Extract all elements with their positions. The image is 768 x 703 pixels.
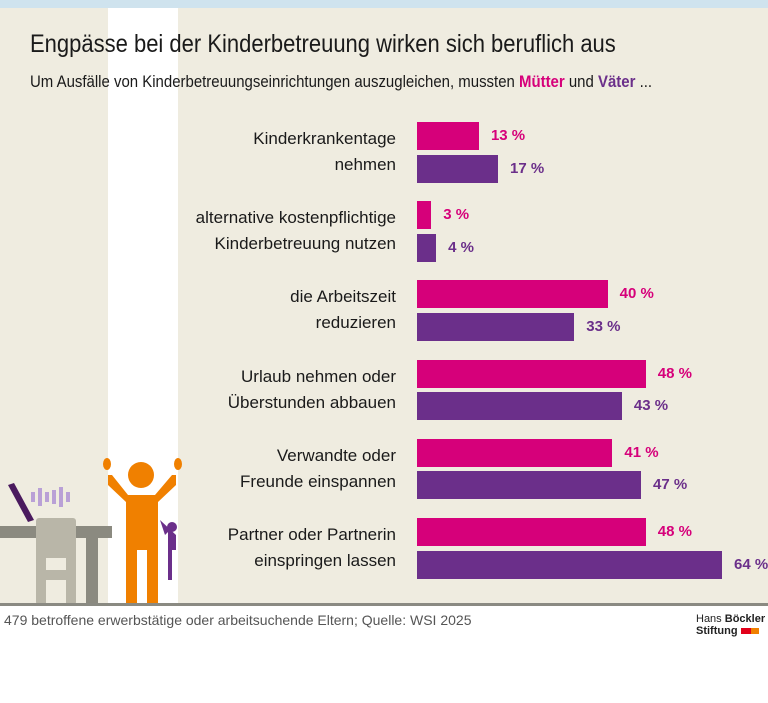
category-label-line: alternative kostenpflichtige [195, 208, 396, 228]
category-label-line: nehmen [334, 155, 396, 174]
category-label-line: Kinderbetreuung nutzen [214, 234, 396, 254]
parent-figure-icon [103, 458, 182, 605]
chart-title: Engpässe bei der Kinderbetreuung wirken … [30, 30, 616, 58]
subtitle-text: Um Ausfälle von Kinderbetreuungseinricht… [30, 72, 519, 91]
mothers-bar [417, 518, 646, 546]
mothers-bar [417, 122, 479, 150]
chair-icon [36, 518, 76, 605]
category-label-line: einspringen lassen [254, 551, 396, 570]
mothers-bar [417, 280, 608, 309]
data-label: 47 % [652, 476, 688, 494]
chart-subtitle: Um Ausfälle von Kinderbetreuungseinricht… [30, 72, 652, 92]
data-label: 3 % [443, 206, 470, 224]
data-label: 64 % [734, 555, 768, 573]
fathers-bar [417, 154, 499, 183]
fathers-bar [417, 550, 722, 579]
category-label: Partner oder Partnerin einspringen lassen [228, 522, 396, 574]
laptop-icon [8, 483, 34, 522]
category-label: Urlaub nehmen oder Überstunden abbauen [228, 364, 396, 416]
category-label-line: Freunde einspannen [240, 471, 396, 491]
data-label: 13 % [490, 127, 526, 144]
top-band [0, 0, 768, 8]
child-figure-icon [160, 520, 177, 580]
source-note: 479 betroffene erwerbstätige oder arbeit… [4, 612, 472, 628]
fathers-bar [417, 312, 575, 341]
category-label-line: Kinderkrankentage [253, 129, 396, 148]
category-label-line: Partner oder Partnerin [227, 525, 396, 544]
data-label: 48 % [657, 364, 692, 382]
data-label: 43 % [633, 397, 669, 415]
fathers-bar [417, 471, 641, 500]
data-label: 4 % [448, 238, 474, 256]
mothers-bar [417, 359, 646, 388]
category-label: die Arbeitszeit reduzieren [290, 284, 396, 336]
data-label: 48 % [657, 523, 692, 540]
category-label-line: Überstunden abbauen [227, 392, 396, 412]
legend-fathers: Väter [597, 72, 636, 91]
subtitle-text: und [564, 72, 598, 91]
category-label: alternative kostenpflichtige Kinderbetreu… [196, 205, 396, 257]
data-label: 40 % [619, 285, 654, 303]
category-label-line: Urlaub nehmen oder [241, 366, 396, 386]
baseline-divider [0, 603, 768, 606]
subtitle-text: ... [635, 72, 653, 91]
hans-boeckler-logo: Hans Böckler Stiftung [696, 613, 766, 637]
category-label-line: reduzieren [315, 313, 396, 333]
category-label: Verwandte oder Freunde einspannen [240, 443, 396, 495]
data-label: 33 % [586, 317, 621, 335]
data-label: 17 % [510, 159, 545, 177]
legend-mothers: Mütter [518, 72, 565, 91]
category-label-line: Verwandte oder [276, 445, 396, 465]
mothers-bar [417, 201, 432, 230]
illustration [0, 458, 182, 605]
category-label-line: die Arbeitszeit [290, 287, 396, 307]
fathers-bar [417, 233, 437, 262]
fathers-bar [417, 392, 622, 421]
data-label: 41 % [624, 443, 659, 461]
category-label: Kinderkrankentage nehmen [253, 126, 396, 178]
sound-wave-icon [31, 487, 70, 507]
mothers-bar [417, 438, 613, 467]
